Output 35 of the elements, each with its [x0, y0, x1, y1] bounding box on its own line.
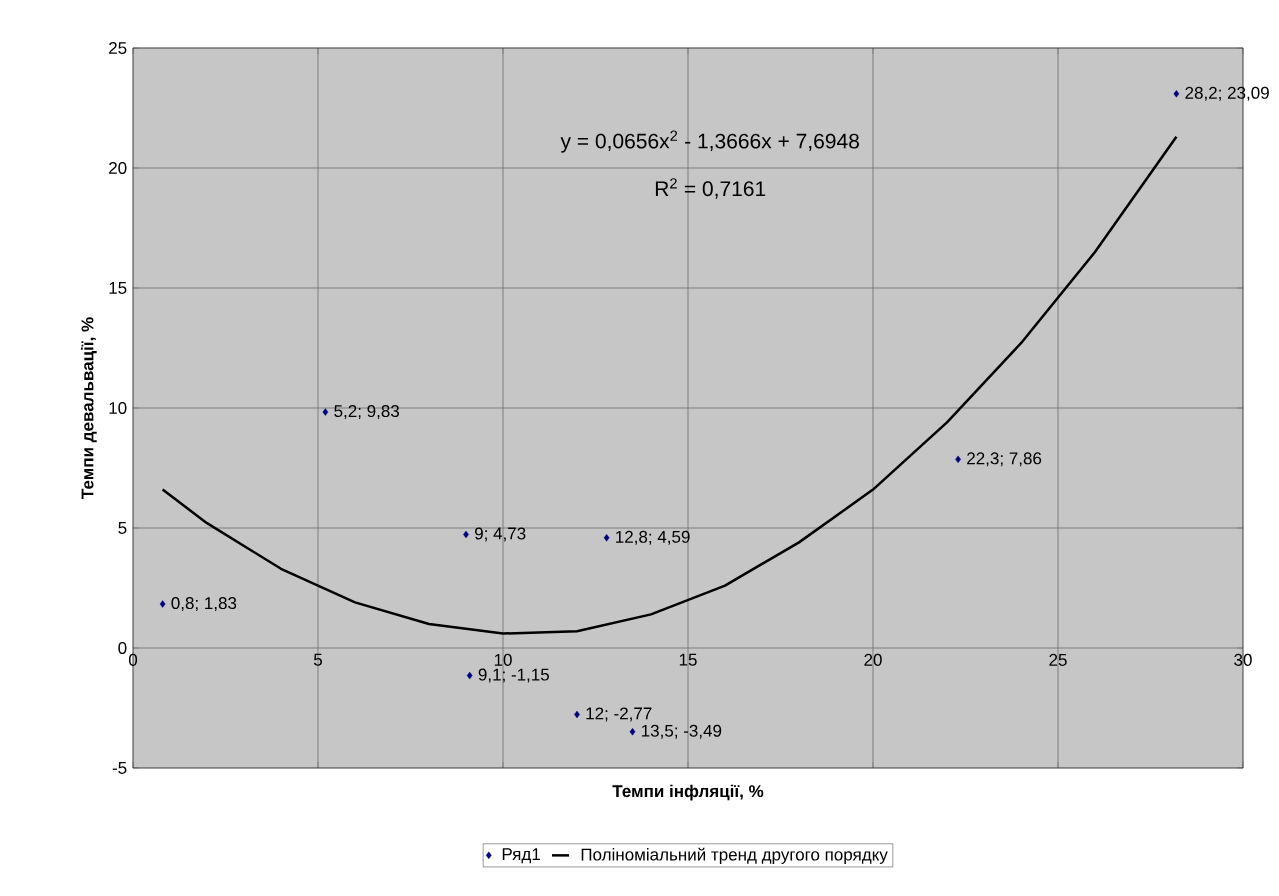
x-tick-label: 20 [864, 653, 882, 666]
point [159, 600, 166, 608]
data-label: 0,8; 1,83 [171, 597, 237, 612]
y-tick-label: 0 [118, 641, 127, 655]
y-tick-label: 20 [109, 161, 127, 175]
y-tick-label: 10 [109, 401, 127, 415]
data-label: 22,3; 7,86 [967, 452, 1042, 467]
x-tick-label: 15 [679, 653, 697, 666]
y-tick-label: -5 [112, 762, 127, 774]
y-tick-label: 5 [118, 522, 127, 534]
legend-label: Ряд1 [502, 848, 540, 864]
data-label: 12,8; 4,59 [616, 530, 690, 545]
data-label: 5,2; 9,83 [334, 405, 400, 420]
point [629, 728, 636, 736]
point [603, 534, 610, 542]
x-tick-label: 25 [1049, 653, 1067, 666]
x-tick-label: 0 [128, 653, 138, 666]
point [322, 408, 329, 416]
data-label: 9; 4,73 [475, 527, 526, 542]
x-tick-label: 10 [494, 653, 512, 666]
annotation: R$^{2}$ = 0,7161 [655, 178, 766, 199]
y-tick-label: 15 [109, 282, 127, 294]
legend-label: Поліноміальний тренд другого порядку [581, 847, 888, 864]
y-axis-title: Темпи девальвації, % [81, 317, 97, 499]
y-tick-label: 25 [109, 41, 127, 55]
x-tick-label: 5 [313, 653, 323, 666]
x-axis-title: Темпи інфляції, % [612, 784, 764, 801]
x-tick-label: 30 [1234, 653, 1252, 666]
annotation: y = 0,0656x$^{2}$ - 1,3666x + 7,6948 [560, 130, 859, 153]
point [466, 671, 473, 680]
data-label: 12; -2,77 [586, 707, 652, 722]
point [1173, 90, 1180, 98]
data-label: 13,5; -3,49 [642, 724, 722, 739]
data-label: 28,2; 23,09 [1185, 86, 1269, 101]
data-label: 9,1; -1,15 [478, 668, 549, 683]
